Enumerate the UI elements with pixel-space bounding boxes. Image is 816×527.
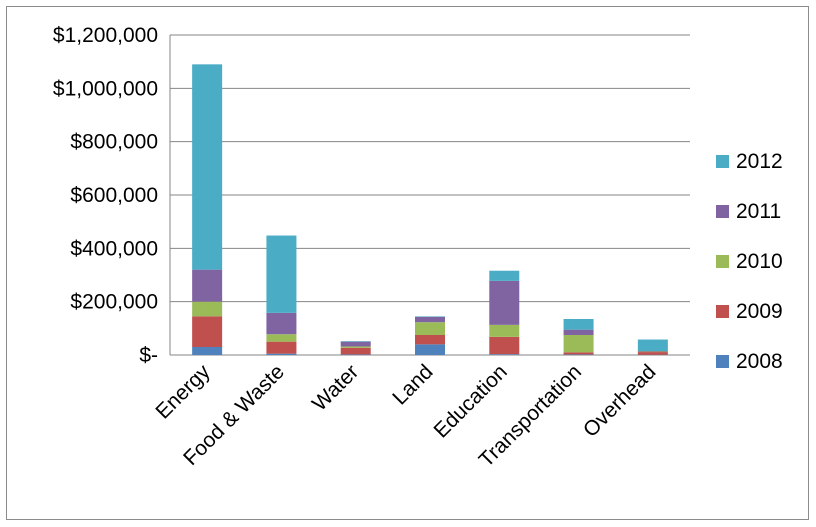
bar-segment-2012 (192, 64, 223, 270)
x-tick-label: Overhead (579, 360, 660, 441)
bar-segment-2008 (340, 354, 371, 355)
legend-swatch-2008 (716, 355, 729, 368)
y-tick-label: $- (139, 344, 158, 367)
bar-segment-2008 (489, 354, 520, 355)
bar-segment-2008 (415, 344, 445, 355)
bar-segment-2010 (637, 351, 668, 353)
bar-segment-2010 (563, 335, 594, 353)
y-tick-label: $1,200,000 (53, 24, 158, 47)
bar-segment-2011 (266, 312, 297, 335)
bar-segment-2011 (563, 329, 594, 335)
bar-segment-2011 (489, 280, 520, 325)
bar-segment-2012 (637, 339, 668, 351)
bar-segment-2008 (266, 353, 297, 355)
y-tick-label: $400,000 (70, 237, 158, 260)
bar-segment-2012 (266, 235, 297, 313)
legend-swatch-2011 (716, 205, 729, 218)
bar-segment-2010 (415, 322, 445, 335)
legend-swatch-2010 (716, 255, 729, 268)
x-tick-label: Water (308, 360, 363, 415)
bar-segment-2010 (340, 346, 371, 348)
bar-segment-2012 (340, 341, 371, 342)
bar-segment-2011 (340, 341, 371, 347)
bar-segment-2009 (192, 316, 223, 347)
bar-segment-2010 (489, 324, 520, 337)
bar-segment-2011 (192, 269, 223, 302)
legend-label-2012: 2012 (736, 150, 783, 173)
bar-segment-2012 (489, 270, 520, 281)
y-tick-label: $600,000 (70, 184, 158, 207)
bar-segment-2009 (489, 336, 520, 355)
legend-swatch-2012 (716, 155, 729, 168)
bar-segment-2009 (340, 347, 371, 355)
bar-segment-2010 (192, 301, 223, 317)
bar-segment-2008 (563, 354, 594, 355)
y-tick-label: $200,000 (70, 291, 158, 314)
bar-segment-2010 (266, 334, 297, 342)
bar-segment-2012 (563, 319, 594, 330)
y-tick-label: $1,000,000 (53, 77, 158, 100)
bar-segment-2011 (415, 316, 445, 323)
legend-label-2008: 2008 (736, 350, 783, 373)
legend-label-2009: 2009 (736, 300, 783, 323)
x-tick-label: Energy (151, 360, 215, 424)
chart-frame (6, 6, 809, 520)
legend-label-2011: 2011 (736, 200, 781, 223)
bar-segment-2011 (637, 351, 668, 352)
x-tick-label: Land (388, 360, 437, 409)
bar-segment-2012 (415, 316, 445, 317)
bar-segment-2009 (415, 335, 445, 345)
legend-label-2010: 2010 (736, 250, 783, 273)
y-tick-label: $800,000 (70, 131, 158, 154)
bar-segment-2009 (563, 352, 594, 355)
bar-segment-2009 (637, 352, 668, 355)
bar-segment-2008 (192, 347, 223, 355)
legend-swatch-2009 (716, 305, 729, 318)
bar-segment-2009 (266, 341, 297, 354)
